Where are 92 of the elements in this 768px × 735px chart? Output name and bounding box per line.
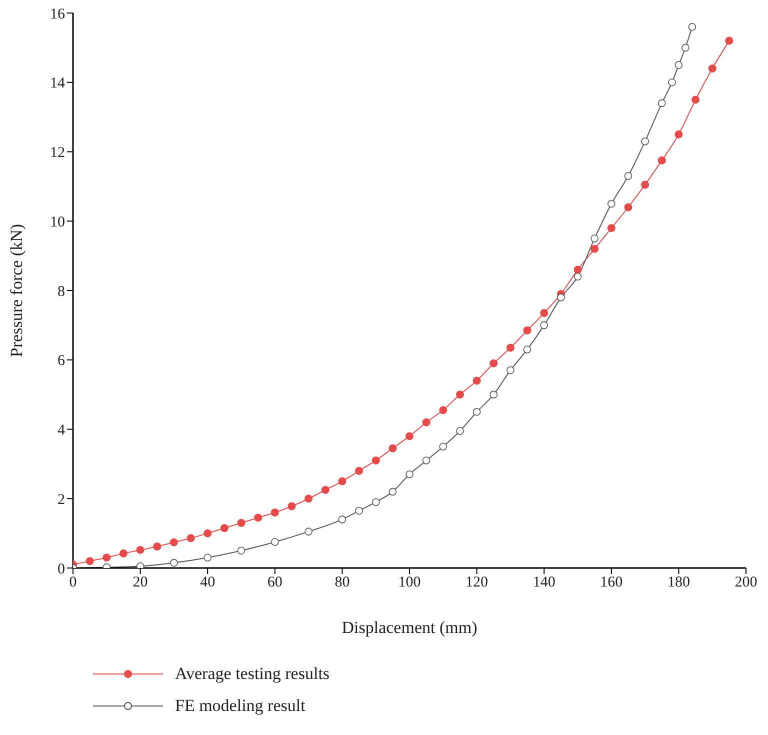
- point: [439, 442, 448, 450]
- point: [590, 244, 599, 253]
- legend-label: FE modeling result: [175, 695, 306, 717]
- point: [220, 524, 228, 532]
- point: [540, 309, 548, 318]
- x-tick-label: 60: [267, 574, 282, 591]
- point: [608, 200, 616, 208]
- legend-label: Average testing results: [175, 663, 330, 685]
- y-tick-label: 14: [50, 76, 66, 92]
- point: [204, 554, 212, 562]
- point: [321, 486, 330, 494]
- x-tick-label: 80: [334, 574, 350, 591]
- x-tick-label: 100: [398, 574, 421, 591]
- point: [708, 64, 716, 72]
- point: [102, 554, 111, 562]
- x-tick-label: 200: [734, 574, 758, 591]
- point: [574, 272, 582, 281]
- y-tick-label: 4: [58, 422, 66, 439]
- point: [624, 203, 632, 212]
- x-tick-label: 140: [532, 574, 556, 591]
- point: [490, 390, 498, 398]
- point: [136, 546, 144, 554]
- point: [86, 557, 94, 566]
- point: [355, 466, 364, 475]
- x-tick-label: 20: [132, 574, 148, 591]
- y-tick-label: 2: [58, 492, 65, 508]
- point: [153, 542, 162, 550]
- point: [456, 390, 464, 399]
- y-tick-label: 10: [50, 214, 65, 230]
- point: [674, 61, 683, 69]
- point: [692, 96, 700, 104]
- point: [254, 514, 262, 522]
- point: [237, 546, 246, 555]
- x-tick-label: 0: [69, 574, 77, 591]
- point: [682, 44, 690, 52]
- point: [523, 326, 532, 334]
- point: [439, 406, 448, 414]
- point: [270, 508, 279, 516]
- point: [523, 346, 532, 354]
- point: [688, 22, 696, 31]
- point: [204, 529, 212, 538]
- x-tick-label: 180: [667, 574, 690, 591]
- y-tick-label: 0: [58, 561, 65, 578]
- point: [725, 36, 734, 45]
- x-tick-label: 160: [600, 574, 623, 591]
- point: [658, 99, 666, 108]
- point: [170, 558, 178, 567]
- y-tick-label: 8: [58, 284, 65, 300]
- point: [338, 516, 346, 524]
- point: [170, 538, 178, 546]
- point: [372, 456, 380, 464]
- point: [355, 506, 363, 515]
- point: [288, 502, 296, 510]
- point: [472, 376, 481, 385]
- point: [422, 418, 430, 426]
- point: [338, 477, 346, 486]
- point: [658, 156, 666, 164]
- point: [557, 294, 565, 302]
- point: [136, 562, 144, 568]
- point: [641, 137, 649, 146]
- point: [237, 518, 246, 527]
- x-tick-label: 120: [466, 574, 488, 591]
- point: [540, 321, 548, 330]
- point: [490, 359, 498, 368]
- y-tick-label: 12: [50, 145, 65, 162]
- point: [304, 494, 313, 503]
- point: [607, 224, 616, 232]
- point: [506, 366, 514, 374]
- y-axis-title: Pressure force (kN): [7, 224, 26, 358]
- point: [186, 534, 195, 542]
- point: [590, 234, 598, 242]
- point: [406, 470, 414, 478]
- point: [674, 130, 683, 138]
- y-tick-label: 16: [50, 6, 66, 22]
- point: [506, 344, 514, 352]
- point: [456, 427, 464, 435]
- x-axis-title: Displacement (mm): [342, 618, 478, 637]
- point: [271, 538, 279, 546]
- point: [472, 408, 481, 416]
- point: [641, 180, 650, 189]
- point: [406, 432, 414, 440]
- point: [574, 266, 582, 274]
- point: [388, 444, 397, 452]
- point: [372, 498, 380, 506]
- point: [304, 528, 312, 536]
- y-tick-label: 6: [58, 353, 66, 370]
- point: [624, 172, 632, 180]
- x-tick-label: 40: [200, 574, 216, 591]
- point: [388, 488, 397, 496]
- point: [119, 549, 128, 558]
- point: [422, 456, 430, 464]
- point: [668, 78, 676, 86]
